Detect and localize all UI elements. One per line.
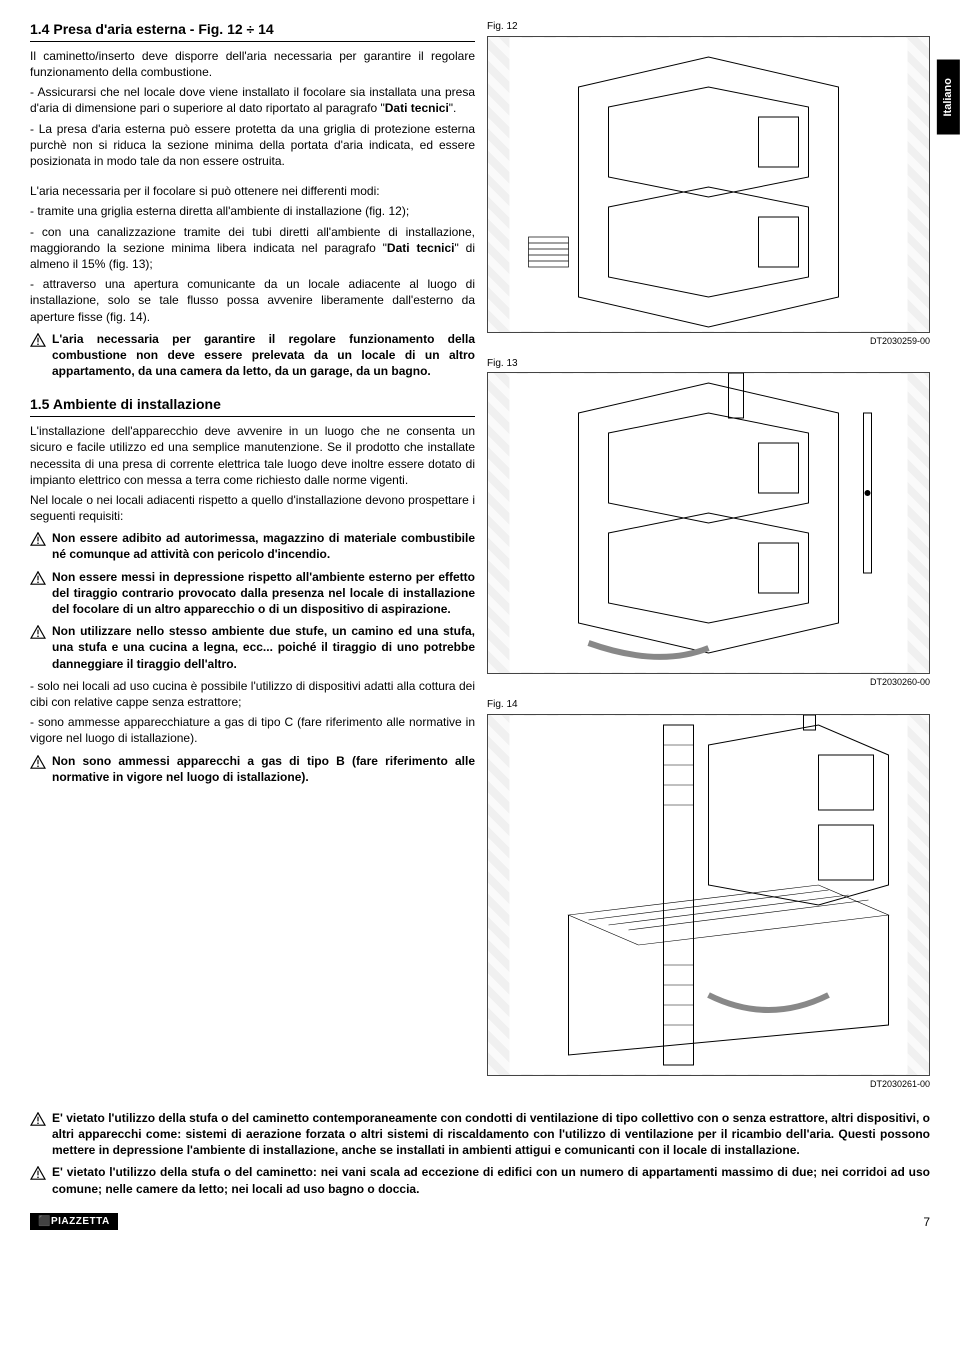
bottom-warning-1: E' vietato l'utilizzo della stufa o del … <box>30 1110 930 1159</box>
warning-icon <box>30 755 46 769</box>
figure-13-label: Fig. 13 <box>487 357 930 371</box>
s14-p5: - tramite una griglia esterna diretta al… <box>30 203 475 219</box>
figure-13: Fig. 13 DT2030260-00 <box>487 357 930 689</box>
s15-p3: - solo nei locali ad uso cucina è possib… <box>30 678 475 710</box>
figure-14-label: Fig. 14 <box>487 698 930 712</box>
s15-warning-3: Non utilizzare nello stesso ambiente due… <box>30 623 475 672</box>
figure-14: Fig. 14 <box>487 698 930 1090</box>
figure-12: Fig. 12 DT203 <box>487 20 930 347</box>
figure-13-image <box>487 372 930 674</box>
warning-icon <box>30 625 46 639</box>
brand-logo: ⬛PIAZZETTA <box>30 1213 118 1231</box>
s14-p7: - attraverso una apertura comunicante da… <box>30 276 475 325</box>
s14-warning-1: L'aria necessaria per garantire il regol… <box>30 331 475 380</box>
page-footer: ⬛PIAZZETTA 7 <box>30 1213 930 1231</box>
s14-p6: - con una canalizzazione tramite dei tub… <box>30 224 475 273</box>
warning-icon <box>30 532 46 546</box>
section-1-5-title: 1.5 Ambiente di installazione <box>30 395 475 417</box>
bottom-warning-2: E' vietato l'utilizzo della stufa o del … <box>30 1164 930 1196</box>
figure-14-image <box>487 714 930 1076</box>
s15-p4: - sono ammesse apparecchiature a gas di … <box>30 714 475 746</box>
figure-12-code: DT2030259-00 <box>487 335 930 347</box>
figure-14-code: DT2030261-00 <box>487 1078 930 1090</box>
bottom-warnings: E' vietato l'utilizzo della stufa o del … <box>30 1110 930 1197</box>
figure-12-image <box>487 36 930 333</box>
s14-p2: - Assicurarsi che nel locale dove viene … <box>30 84 475 116</box>
warning-icon <box>30 333 46 347</box>
right-column: Italiano Fig. 12 <box>487 20 930 1100</box>
s14-p3: - La presa d'aria esterna può essere pro… <box>30 121 475 170</box>
s14-p4: L'aria necessaria per il focolare si può… <box>30 183 475 199</box>
warning-icon <box>30 1112 46 1126</box>
s15-p2: Nel locale o nei locali adiacenti rispet… <box>30 492 475 524</box>
warning-icon <box>30 1166 46 1180</box>
s15-warning-2: Non essere messi in depressione rispetto… <box>30 569 475 618</box>
figure-12-label: Fig. 12 <box>487 20 930 34</box>
section-1-4-title: 1.4 Presa d'aria esterna - Fig. 12 ÷ 14 <box>30 20 475 42</box>
left-column: 1.4 Presa d'aria esterna - Fig. 12 ÷ 14 … <box>30 20 475 1100</box>
s15-warning-4: Non sono ammessi apparecchi a gas di tip… <box>30 753 475 785</box>
warning-icon <box>30 571 46 585</box>
s14-p1: Il caminetto/inserto deve disporre dell'… <box>30 48 475 80</box>
language-tab: Italiano <box>937 60 960 135</box>
page-number: 7 <box>923 1214 930 1230</box>
s15-p1: L'installazione dell'apparecchio deve av… <box>30 423 475 488</box>
s15-warning-1: Non essere adibito ad autorimessa, magaz… <box>30 530 475 562</box>
figure-13-code: DT2030260-00 <box>487 676 930 688</box>
